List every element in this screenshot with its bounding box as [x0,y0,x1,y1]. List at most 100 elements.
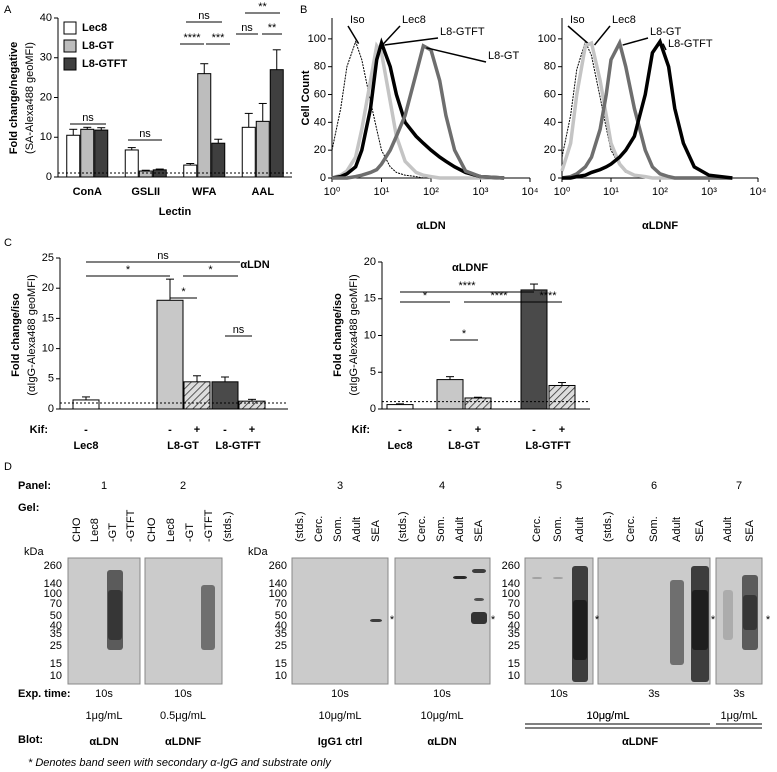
lane-label: (stds.) [397,511,409,542]
significance: ns [241,22,253,34]
y-tick-label: 40 [40,12,52,24]
y-tick-label: 5 [48,373,54,385]
band [453,576,467,579]
y-axis-title: Fold change/iso [332,293,344,377]
x-tick-label: 10³ [701,186,717,198]
legend-swatch [63,21,77,35]
lane-label: SEA [694,519,706,542]
exp-time: 10s [174,688,192,700]
concentration: 10μg/mL [420,710,463,722]
lane-label: Adult [454,517,466,542]
legend-label: Lec8 [82,22,107,34]
lane-label: -GT [184,523,196,542]
bar [548,384,576,410]
error-bar [248,398,256,402]
marker-label: 50 [275,610,287,622]
band [692,590,708,650]
marker-label: 40 [275,620,287,632]
marker-label: 140 [44,578,62,590]
kif-sign: + [475,424,481,436]
histogram-line [332,43,505,180]
error-bar [141,169,150,172]
exp-time: 10s [95,688,113,700]
error-bar [127,147,136,150]
histogram-line [331,37,505,180]
band [107,570,123,650]
series-label: Iso [350,14,365,26]
x-tick-label: 10⁰ [554,186,571,198]
y-tick-label: 10 [364,329,376,341]
arrow [662,43,667,51]
significance: * [208,264,213,276]
bar [72,399,100,410]
y-axis-subtitle: (αIgG-Alexa488 geoMFI) [348,274,360,395]
bar [183,381,211,410]
exp-time: 3s [648,688,660,700]
marker-label: 35 [50,628,62,640]
y-tick-label: 80 [544,61,556,73]
star-mark: * [491,614,496,626]
bar [197,73,212,178]
blot-label: IgG1 ctrl [318,736,363,748]
error-bar [97,127,106,131]
band [670,580,684,665]
bar [94,129,109,178]
marker-label: 70 [508,598,520,610]
marker-label: 100 [44,588,62,600]
marker-label: 100 [269,588,287,600]
legend-label: L8-GT [82,40,114,52]
error-bar [396,403,404,405]
arrow [426,47,487,63]
x-tick-label: 10² [652,186,668,198]
panel-number: 5 [556,480,562,492]
kif-sign: - [398,424,402,436]
significance: **** [183,32,201,44]
y-tick-label: 0 [48,403,54,415]
lane-label: (stds.) [602,511,614,542]
histogram-line [561,38,733,180]
significance: ns [198,10,210,22]
y-tick-label: 100 [308,33,326,45]
lane-label: Lec8 [165,518,177,542]
significance: * [126,264,131,276]
series-label: Lec8 [402,14,426,26]
marker-label: 140 [269,578,287,590]
y-tick-label: 20 [42,282,54,294]
kif-sign: - [448,424,452,436]
panel-number: 3 [337,480,343,492]
error-bar [83,126,92,130]
significance: **** [458,280,476,292]
blot-label: αLDNF [622,736,658,748]
marker-label: 10 [50,670,62,682]
x-tick-label: AAL [251,186,274,198]
bar [138,170,153,178]
significance: ** [268,22,277,34]
lane-label: SEA [744,519,756,542]
marker-label: 10 [508,670,520,682]
marker-label: 140 [502,578,520,590]
y-axis-title: Fold change/negative [8,42,20,154]
significance: * [462,328,467,340]
kif-sign: - [84,424,88,436]
error-bar [272,49,281,70]
significance: ** [258,1,267,13]
concentration: 10μg/mL [318,710,361,722]
star-mark: * [595,614,600,626]
kif-sign: - [532,424,536,436]
marker-label: 70 [275,598,287,610]
error-bar [214,138,223,144]
star-mark: * [711,614,716,626]
error-bar [166,278,174,301]
lane-label: (stds.) [294,511,306,542]
row-label: Panel: [18,480,51,492]
error-bar [474,396,482,398]
panel-letter: D [4,461,12,473]
concentration: 1μg/mL [86,710,123,722]
series-label: L8-GT [488,50,519,62]
series-label: L8-GTFT [668,38,713,50]
x-tick-label: GSLII [131,186,160,198]
blot-label: αLDNF [165,736,201,748]
error-bar [186,162,195,166]
marker-label: 70 [50,598,62,610]
marker-label: 50 [50,610,62,622]
